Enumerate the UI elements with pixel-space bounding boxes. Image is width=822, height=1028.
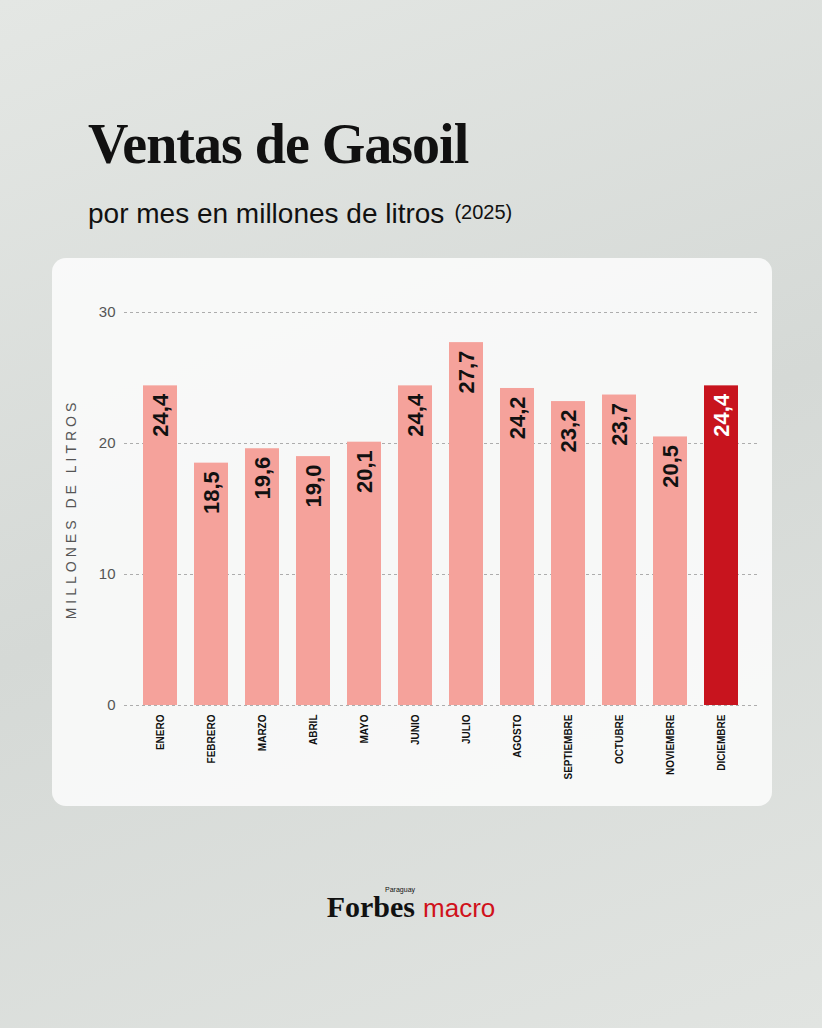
svg-text:20,5: 20,5 bbox=[658, 445, 683, 488]
svg-text:ABRIL: ABRIL bbox=[308, 715, 319, 746]
svg-text:OCTUBRE: OCTUBRE bbox=[614, 714, 625, 764]
svg-text:0: 0 bbox=[107, 696, 115, 713]
html-text:por mes en millones de litros: por mes en millones de litros (2025) bbox=[88, 198, 513, 229]
svg-text:24,4: 24,4 bbox=[403, 393, 428, 437]
svg-text:MARZO: MARZO bbox=[257, 714, 268, 751]
svg-text:10: 10 bbox=[99, 565, 116, 582]
svg-text:JULIO: JULIO bbox=[461, 714, 472, 744]
html-text:macro: macro bbox=[423, 893, 496, 923]
svg-text:18,5: 18,5 bbox=[199, 471, 224, 514]
svg-text:23,2: 23,2 bbox=[556, 410, 581, 453]
svg-text:23,7: 23,7 bbox=[607, 403, 632, 446]
svg-text:JUNIO: JUNIO bbox=[410, 714, 421, 745]
svg-text:24,4: 24,4 bbox=[148, 393, 173, 437]
svg-text:30: 30 bbox=[99, 303, 116, 320]
svg-text:MILLONES DE LITROS: MILLONES DE LITROS bbox=[63, 399, 79, 620]
svg-text:20,1: 20,1 bbox=[352, 450, 377, 493]
svg-text:SEPTIEMBRE: SEPTIEMBRE bbox=[563, 714, 574, 779]
svg-text:ENERO: ENERO bbox=[155, 714, 166, 750]
html-text:Forbes: Forbes bbox=[326, 890, 415, 923]
svg-text:24,2: 24,2 bbox=[505, 396, 530, 439]
html-text:Paraguay: Paraguay bbox=[385, 886, 415, 893]
svg-text:FEBRERO: FEBRERO bbox=[206, 714, 217, 763]
svg-text:AGOSTO: AGOSTO bbox=[512, 714, 523, 757]
svg-text:19,0: 19,0 bbox=[301, 465, 326, 508]
html-text:Ventas de Gasoil: Ventas de Gasoil bbox=[88, 113, 469, 175]
svg-text:27,7: 27,7 bbox=[454, 351, 479, 394]
svg-text:24,4: 24,4 bbox=[709, 393, 734, 437]
svg-text:19,6: 19,6 bbox=[250, 457, 275, 500]
svg-text:NOVIEMBRE: NOVIEMBRE bbox=[665, 714, 676, 775]
svg-text:DICIEMBRE: DICIEMBRE bbox=[716, 714, 727, 770]
svg-text:20: 20 bbox=[99, 434, 116, 451]
svg-text:MAYO: MAYO bbox=[359, 714, 370, 743]
